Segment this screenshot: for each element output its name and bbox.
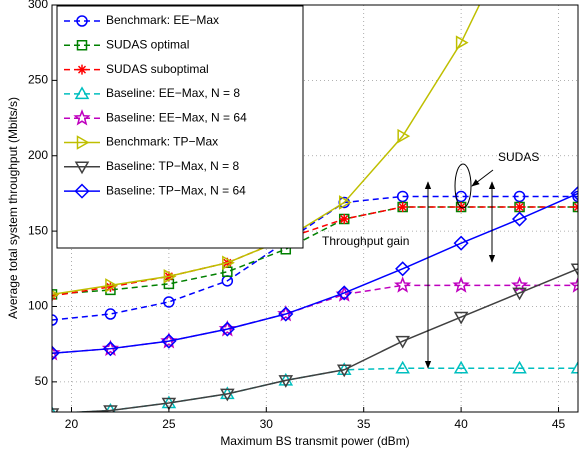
- x-axis-label: Maximum BS transmit power (dBm): [220, 434, 409, 448]
- axes-box: [51, 4, 579, 413]
- x-tick-label: 45: [552, 417, 566, 431]
- data-point: [513, 190, 526, 203]
- data-point: [514, 201, 525, 213]
- data-point: [105, 281, 116, 292]
- data-point: [222, 266, 233, 278]
- legend: Benchmark: EE−Max SUDAS optimal SUDAS subo…: [56, 5, 304, 249]
- x-tick-label: 35: [357, 417, 371, 431]
- data-point: [397, 201, 408, 212]
- data-point: [278, 306, 294, 322]
- data-point: [338, 195, 352, 210]
- y-axis-label: Average total system throughput (Mbits/s…: [6, 97, 20, 319]
- x-tick-label: 30: [260, 417, 274, 431]
- data-point: [339, 214, 350, 225]
- data-point: [455, 190, 467, 203]
- x-tick-label: 25: [162, 417, 176, 431]
- data-point: [103, 405, 118, 412]
- data-point: [453, 235, 469, 251]
- x-tick-label: 40: [454, 417, 468, 431]
- data-point: [455, 201, 467, 213]
- data-point: [102, 341, 119, 357]
- data-point: [52, 289, 58, 300]
- data-point: [453, 360, 469, 374]
- legend-label: Baseline: EE−Max, N = 64: [106, 110, 247, 124]
- legend-label: SUDAS optimal: [106, 37, 189, 51]
- legend-marker: [73, 109, 91, 126]
- data-point: [511, 211, 528, 227]
- data-point: [105, 278, 118, 293]
- y-tick-label: 200: [28, 148, 48, 162]
- data-point: [52, 345, 60, 361]
- legend-box: [56, 5, 304, 249]
- data-point: [219, 321, 235, 337]
- y-tick-label: 300: [28, 0, 48, 11]
- data-point: [278, 375, 294, 388]
- data-point: [572, 190, 578, 203]
- series-line: [66, 367, 578, 412]
- annotations: SUDAS Throughput gain: [322, 150, 539, 369]
- legend-label: Baseline: TP−Max, N = 8: [106, 159, 240, 173]
- x-tick-label: 20: [65, 417, 79, 431]
- data-point: [52, 314, 58, 326]
- data-point: [222, 255, 235, 271]
- data-point: [52, 290, 60, 299]
- data-point: [452, 276, 470, 293]
- legend-label: SUDAS suboptimal: [106, 62, 209, 76]
- data-point: [104, 308, 117, 320]
- data-point: [455, 35, 469, 50]
- legend-marker: [74, 86, 90, 100]
- legend-marker: [76, 15, 88, 27]
- legend-marker: [76, 40, 88, 51]
- data-point: [395, 335, 410, 349]
- data-point: [220, 388, 235, 402]
- data-point: [395, 261, 411, 277]
- legend-marker: [76, 135, 90, 150]
- data-point: [570, 263, 578, 277]
- data-point: [570, 360, 578, 374]
- data-point: [569, 276, 578, 293]
- data-point: [512, 287, 527, 301]
- data-point: [570, 185, 578, 201]
- ellipse: [454, 163, 472, 209]
- data-point: [163, 269, 177, 284]
- data-point: [336, 364, 352, 378]
- legend-marker: [74, 161, 90, 175]
- y-tick-label: 100: [28, 299, 48, 313]
- data-point: [395, 360, 410, 374]
- legend-marker: [77, 64, 87, 75]
- legend-label: Benchmark: TP−Max: [106, 135, 218, 149]
- data-point: [161, 397, 177, 411]
- legend-marker: [74, 183, 90, 199]
- data-point: [163, 296, 175, 308]
- data-point: [453, 311, 469, 325]
- y-tick-label: 150: [28, 223, 48, 237]
- y-tick-label: 50: [35, 374, 49, 388]
- annotation: SUDAS: [498, 150, 539, 164]
- series-line: [66, 268, 578, 412]
- data-point: [394, 276, 412, 293]
- data-point: [397, 128, 411, 144]
- series-line: [52, 5, 481, 296]
- legend-label: Baseline: EE−Max, N = 8: [106, 86, 240, 100]
- data-point: [161, 333, 177, 349]
- y-tick-label: 250: [28, 73, 48, 87]
- data-point: [338, 213, 350, 225]
- data-point: [336, 285, 352, 301]
- data-point: [397, 201, 408, 213]
- data-point: [512, 360, 527, 374]
- legend-label: Baseline: TP−Max, N = 64: [106, 183, 246, 197]
- data-point: [396, 190, 409, 203]
- annotation: Throughput gain: [322, 234, 409, 248]
- data-point: [572, 201, 578, 213]
- data-point: [514, 201, 525, 212]
- legend-label: Benchmark: EE−Max: [106, 13, 219, 27]
- arrow: [471, 169, 494, 187]
